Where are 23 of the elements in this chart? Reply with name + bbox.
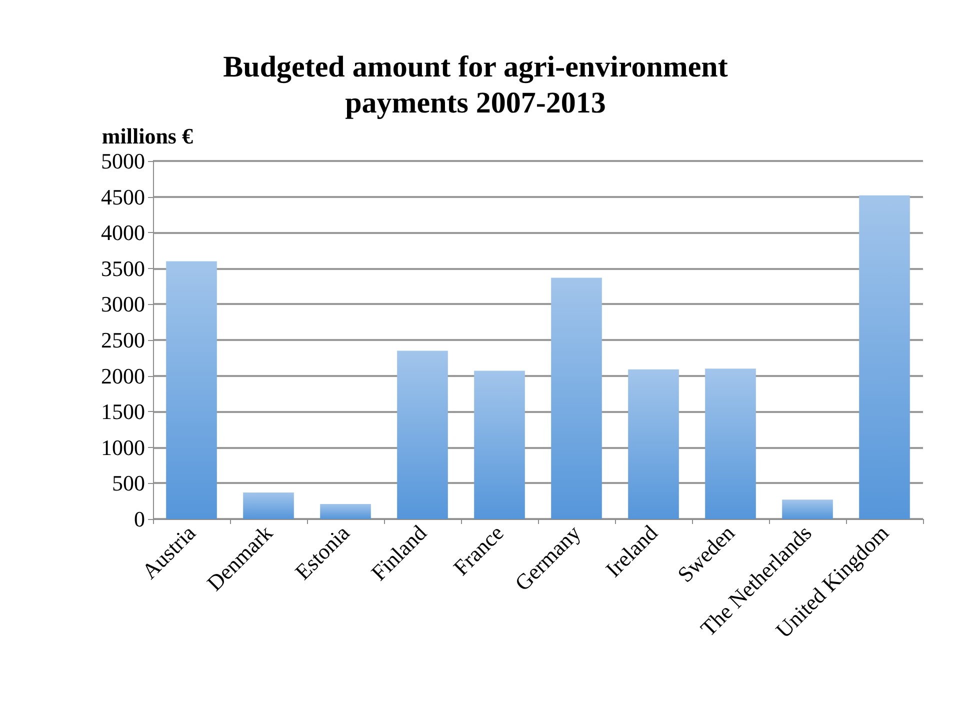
y-tick-label: 2500	[101, 328, 145, 352]
bar	[782, 500, 833, 519]
y-tick-label: 1000	[101, 434, 145, 460]
bar	[474, 370, 525, 519]
bar	[628, 369, 679, 519]
y-tick-label: 5000	[101, 148, 145, 174]
bar	[166, 261, 217, 519]
y-tick-label: 4000	[101, 220, 145, 246]
bar	[397, 350, 448, 519]
y-tick-label: 3000	[101, 292, 145, 317]
y-tick-label: 0	[134, 506, 145, 532]
bar	[243, 492, 294, 519]
y-tick-label: 3500	[101, 256, 145, 281]
y-tick-label: 4500	[101, 184, 145, 210]
bar	[551, 278, 602, 519]
y-tick-label: 500	[112, 470, 145, 496]
y-tick-label: 2000	[101, 363, 145, 388]
chart-title: Budgeted amount for agri-environment payments 2007-2013	[223, 50, 728, 120]
bar	[705, 368, 756, 519]
y-axis-title: millions €	[102, 124, 193, 148]
bar	[859, 195, 910, 519]
y-tick-label: 1500	[101, 399, 145, 424]
bar	[320, 504, 371, 519]
